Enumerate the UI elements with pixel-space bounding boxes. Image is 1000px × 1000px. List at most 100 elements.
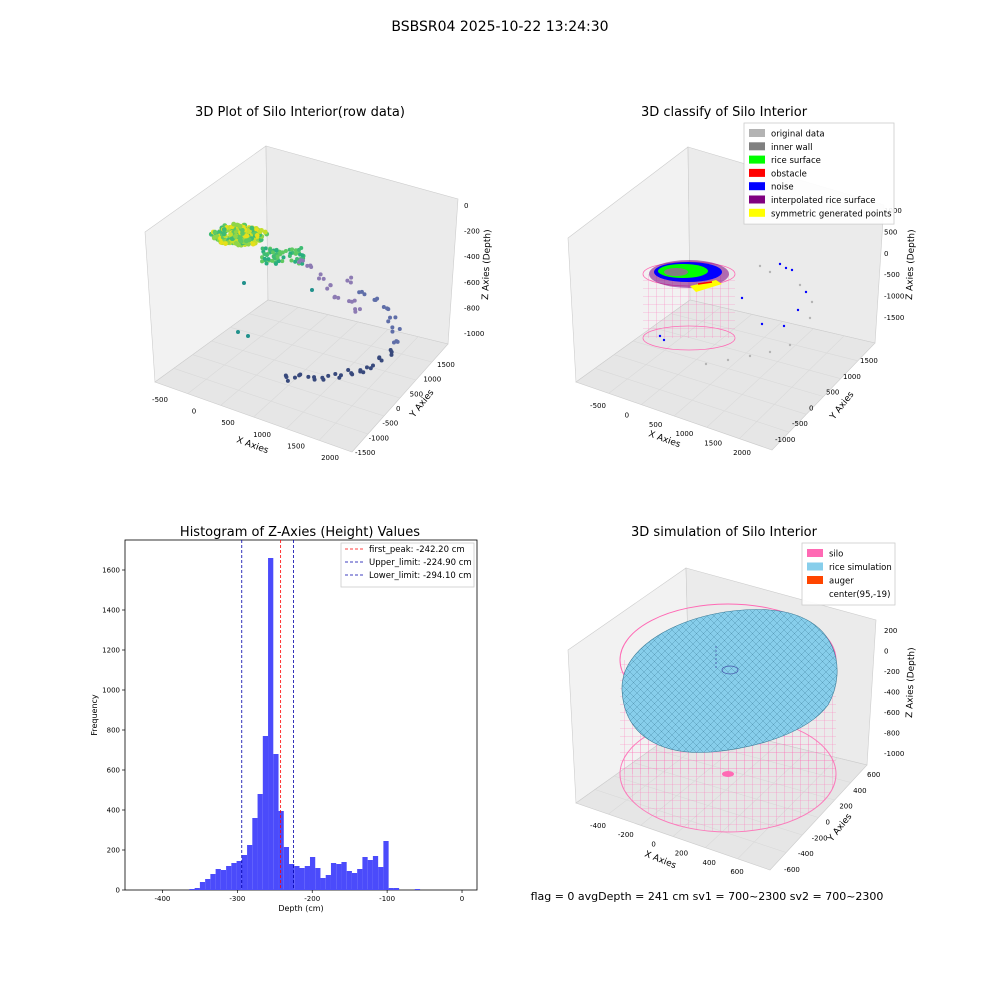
z-axis-label: Z Axies (Depth) — [905, 229, 917, 300]
histogram-bar — [357, 869, 363, 890]
tick-label: -400 — [884, 689, 900, 697]
histogram-bar — [351, 873, 358, 890]
point — [293, 259, 298, 264]
point — [328, 283, 333, 288]
point — [348, 280, 353, 285]
point — [758, 264, 762, 268]
tick-label: -200 — [464, 228, 480, 236]
figure-suptitle: BSBSR04 2025-10-22 13:24:30 — [391, 19, 608, 35]
tick-label: 1500 — [860, 357, 878, 365]
point — [254, 233, 260, 238]
point — [262, 229, 268, 235]
histogram-bar — [278, 811, 284, 890]
legend-swatch — [749, 142, 765, 151]
tick-label: -1500 — [884, 314, 904, 322]
point — [326, 373, 331, 378]
legend-swatch — [749, 208, 765, 217]
tick-label: -1000 — [464, 330, 484, 338]
point — [368, 366, 373, 371]
legend-swatch — [807, 576, 823, 584]
y-tick-label: 400 — [107, 807, 120, 815]
z-axis-label: Z Axies (Depth) — [481, 229, 493, 300]
point — [221, 227, 227, 232]
legend-label: silo — [829, 550, 843, 560]
tick-label: 200 — [884, 627, 897, 635]
tick-label: -1000 — [369, 434, 389, 442]
legend-swatch — [749, 129, 765, 137]
tick-label: 1500 — [437, 361, 455, 369]
tick-label: 500 — [221, 419, 234, 427]
point — [393, 315, 398, 320]
tick-label: 1000 — [253, 431, 271, 439]
histogram-bar — [367, 860, 373, 890]
panel-title: 3D classify of Silo Interior — [641, 105, 808, 120]
y-tick-label: 1400 — [102, 607, 120, 615]
legend-label: symmetric generated points — [771, 209, 892, 219]
reference-lines — [241, 540, 294, 890]
point — [658, 334, 662, 338]
histogram-bar — [309, 857, 316, 890]
histogram-bar — [346, 871, 352, 890]
point — [266, 257, 271, 262]
point — [359, 289, 364, 294]
histogram-bar — [336, 864, 342, 890]
histogram-bar — [215, 869, 221, 890]
point — [293, 251, 298, 256]
point — [233, 234, 238, 239]
point — [386, 319, 391, 324]
point — [246, 229, 252, 235]
tick-label: -400 — [590, 822, 606, 830]
y-tick-label: 800 — [107, 727, 120, 735]
histogram-bar — [414, 889, 421, 890]
tick-label: 500 — [649, 421, 662, 429]
point — [236, 330, 240, 334]
panel-title: 3D Plot of Silo Interior(row data) — [195, 105, 405, 120]
point — [212, 229, 218, 235]
point — [748, 354, 752, 358]
y-tick-label: 1600 — [102, 567, 120, 575]
histogram-bar — [289, 864, 295, 890]
point — [808, 316, 812, 320]
tick-label: 1500 — [287, 442, 305, 450]
point — [264, 261, 269, 266]
point — [388, 347, 393, 352]
histogram-bar — [252, 818, 258, 890]
tick-label: -500 — [884, 271, 900, 279]
histogram-bar — [231, 863, 237, 890]
tick-label: -1000 — [884, 293, 904, 301]
rice-simulation-surface — [621, 609, 838, 753]
legend-swatch — [749, 182, 765, 191]
tick-label: -400 — [798, 850, 814, 858]
point — [760, 322, 764, 326]
point — [397, 326, 402, 331]
x-axis-label: X Axies — [643, 850, 678, 872]
z-tick-labels: 0 -200 -400 -600 -800 -1000 — [464, 202, 484, 338]
histogram-bar — [257, 794, 263, 890]
histogram-bars — [189, 558, 421, 890]
point — [242, 281, 246, 285]
point — [364, 365, 369, 370]
tick-label: 0 — [826, 819, 830, 827]
histogram-bar — [220, 870, 227, 890]
point — [246, 334, 250, 338]
point — [239, 227, 245, 233]
legend-label: center(95,-19) — [829, 590, 890, 600]
x-tick-label: -300 — [229, 895, 245, 903]
tick-label: 0 — [884, 250, 888, 258]
tick-label: -400 — [464, 253, 480, 261]
point — [381, 305, 386, 310]
legend-swatch — [749, 168, 765, 177]
point — [336, 295, 341, 300]
point — [768, 270, 772, 274]
tick-label: -800 — [464, 304, 480, 312]
status-line: flag = 0 avgDepth = 241 cm sv1 = 700~230… — [531, 890, 884, 903]
point — [221, 231, 227, 237]
legend-label: auger — [829, 577, 854, 587]
histogram-bar — [205, 879, 211, 890]
histogram-bar — [341, 862, 347, 890]
tick-label: 200 — [675, 850, 688, 858]
point — [287, 254, 292, 259]
histogram-bar — [325, 875, 331, 890]
